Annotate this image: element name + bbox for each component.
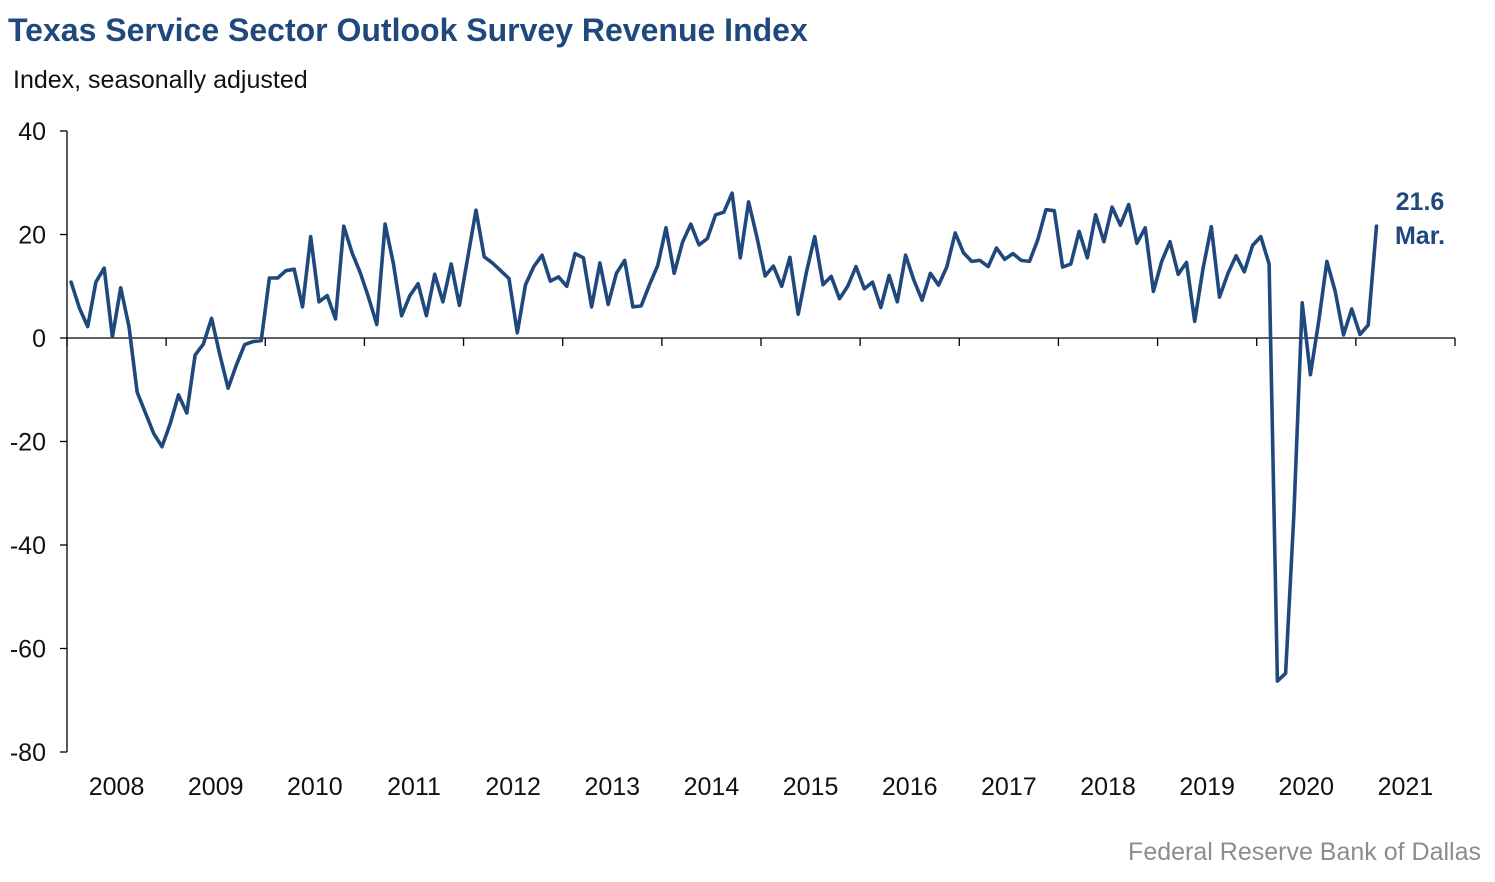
series-line: [69, 191, 1379, 683]
x-tick-label: 2011: [387, 773, 441, 801]
y-axis: 40 20 0 -20 -40 -60 -80: [10, 118, 68, 767]
chart-title: Texas Service Sector Outlook Survey Reve…: [8, 12, 808, 48]
x-tick-label: 2015: [783, 773, 839, 801]
last-value-label: 21.6: [1396, 188, 1445, 216]
y-tick-label: -20: [10, 429, 46, 457]
chart-subtitle: Index, seasonally adjusted: [13, 66, 308, 94]
x-tick-label: 2019: [1179, 773, 1235, 801]
x-tick-label: 2014: [684, 773, 740, 801]
x-tick-label: 2017: [981, 773, 1037, 801]
x-tick-label: 2021: [1378, 773, 1434, 801]
y-tick-label: 0: [32, 325, 46, 353]
series-group: [69, 191, 1379, 683]
x-tick-label: 2018: [1080, 773, 1136, 801]
x-tick-label: 2010: [287, 773, 343, 801]
x-tick-label: 2008: [89, 773, 145, 801]
x-tick-label: 2020: [1278, 773, 1334, 801]
source-label: Federal Reserve Bank of Dallas: [1128, 838, 1481, 866]
x-tick-label: 2009: [188, 773, 244, 801]
y-tick-label: -60: [10, 636, 46, 664]
x-tick-label: 2016: [882, 773, 938, 801]
annotation-group: 21.6 Mar.: [1395, 188, 1445, 250]
y-tick-label: 20: [18, 222, 46, 250]
x-tick-label: 2013: [584, 773, 640, 801]
y-tick-label: 40: [18, 118, 46, 146]
y-tick-label: -80: [10, 739, 46, 767]
last-month-label: Mar.: [1395, 222, 1445, 250]
x-tick-label: 2012: [485, 773, 541, 801]
y-tick-label: -40: [10, 532, 46, 560]
x-axis: 2008 2009 2010 2011 2012 2013 2014 2015 2016 2017…: [66, 337, 1456, 801]
